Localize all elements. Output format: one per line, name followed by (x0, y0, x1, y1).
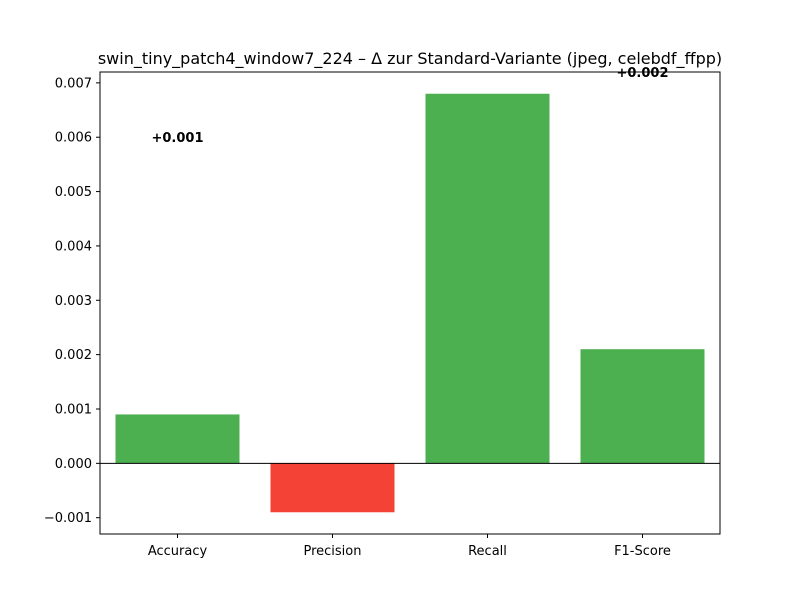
y-tick-label: 0.007 (55, 76, 92, 91)
x-tick-label: Recall (468, 544, 507, 559)
y-tick-label: 0.004 (55, 239, 92, 254)
y-tick-label: 0.001 (55, 402, 92, 417)
x-tick-label: F1-Score (614, 544, 671, 559)
bar-f1-score (580, 349, 705, 464)
bar-recall (425, 93, 550, 464)
bar-precision (270, 463, 395, 513)
x-tick-label: Precision (303, 544, 361, 559)
data-label: +0.001 (151, 131, 203, 146)
chart-title: swin_tiny_patch4_window7_224 – Δ zur Sta… (98, 49, 722, 69)
data-labels-group: +0.001 +0.002 (151, 66, 668, 146)
x-tick-label: Accuracy (148, 544, 208, 559)
y-axis: −0.001 0.000 0.001 0.002 0.003 0.004 0.005 0.00… (44, 76, 100, 526)
y-tick-label: 0.000 (55, 457, 92, 472)
bars-group (115, 93, 705, 513)
y-tick-label: 0.006 (55, 131, 92, 146)
y-tick-label: 0.005 (55, 185, 92, 200)
x-axis: Accuracy Precision Recall F1-Score (148, 534, 671, 559)
y-tick-label: 0.002 (55, 348, 92, 363)
bar-accuracy (115, 414, 240, 464)
y-tick-label: 0.003 (55, 294, 92, 309)
data-label: +0.002 (616, 66, 668, 81)
y-tick-label: −0.001 (44, 511, 92, 526)
plot-frame (99, 71, 721, 535)
